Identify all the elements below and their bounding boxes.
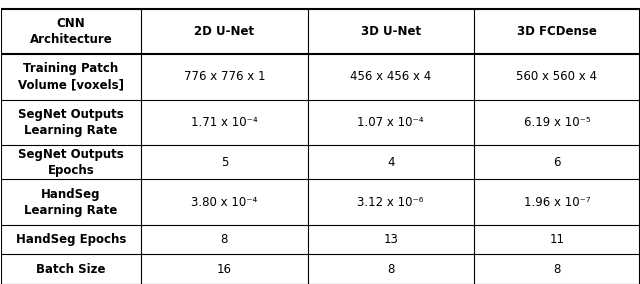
Text: 3.80 x 10⁻⁴: 3.80 x 10⁻⁴ bbox=[191, 196, 257, 208]
Text: 16: 16 bbox=[217, 263, 232, 276]
Text: CNN
Architecture: CNN Architecture bbox=[29, 17, 113, 46]
Text: HandSeg
Learning Rate: HandSeg Learning Rate bbox=[24, 187, 118, 216]
Text: HandSeg Epochs: HandSeg Epochs bbox=[16, 233, 126, 246]
Text: 3D U-Net: 3D U-Net bbox=[360, 25, 420, 38]
Text: 8: 8 bbox=[553, 263, 561, 276]
Text: 560 x 560 x 4: 560 x 560 x 4 bbox=[516, 70, 597, 83]
Text: 8: 8 bbox=[387, 263, 394, 276]
Text: 11: 11 bbox=[549, 233, 564, 246]
Text: 6: 6 bbox=[553, 156, 561, 169]
Text: 1.96 x 10⁻⁷: 1.96 x 10⁻⁷ bbox=[524, 196, 590, 208]
Text: 13: 13 bbox=[383, 233, 398, 246]
Text: Batch Size: Batch Size bbox=[36, 263, 106, 276]
Text: SegNet Outputs
Epochs: SegNet Outputs Epochs bbox=[18, 148, 124, 177]
Text: 456 x 456 x 4: 456 x 456 x 4 bbox=[350, 70, 431, 83]
Text: 1.07 x 10⁻⁴: 1.07 x 10⁻⁴ bbox=[357, 116, 424, 129]
Text: 8: 8 bbox=[221, 233, 228, 246]
Text: SegNet Outputs
Learning Rate: SegNet Outputs Learning Rate bbox=[18, 108, 124, 137]
Text: 3.12 x 10⁻⁶: 3.12 x 10⁻⁶ bbox=[358, 196, 424, 208]
Text: 4: 4 bbox=[387, 156, 394, 169]
Text: 776 x 776 x 1: 776 x 776 x 1 bbox=[184, 70, 265, 83]
Text: 1.71 x 10⁻⁴: 1.71 x 10⁻⁴ bbox=[191, 116, 258, 129]
Text: 2D U-Net: 2D U-Net bbox=[195, 25, 255, 38]
Text: 3D FCDense: 3D FCDense bbox=[517, 25, 597, 38]
Text: 5: 5 bbox=[221, 156, 228, 169]
Text: Training Patch
Volume [voxels]: Training Patch Volume [voxels] bbox=[18, 62, 124, 91]
Text: 6.19 x 10⁻⁵: 6.19 x 10⁻⁵ bbox=[524, 116, 590, 129]
